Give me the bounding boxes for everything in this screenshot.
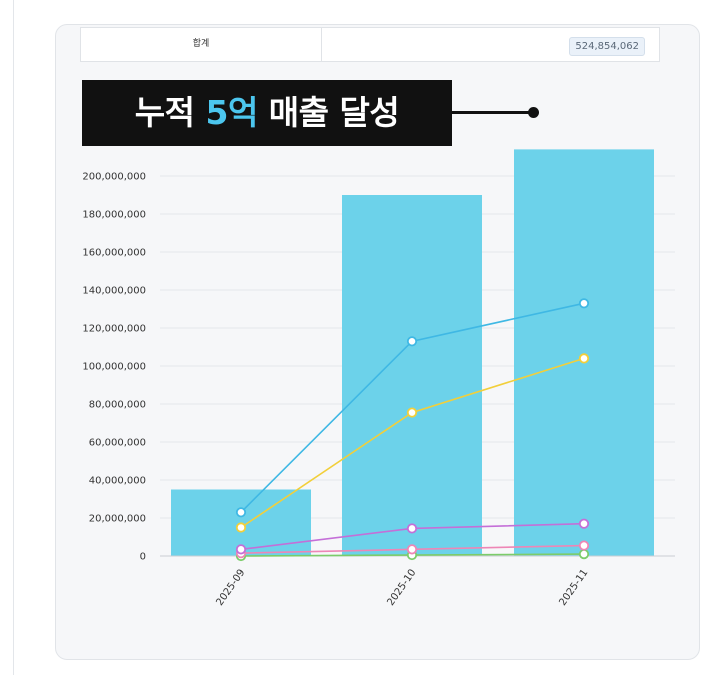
y-tick-label: 60,000,000 bbox=[89, 438, 146, 449]
headline-accent: 5억 bbox=[205, 93, 258, 132]
y-tick-label: 80,000,000 bbox=[89, 400, 146, 411]
total-label: 합계 bbox=[81, 28, 322, 61]
y-tick-label: 120,000,000 bbox=[82, 324, 146, 335]
series-point bbox=[406, 336, 418, 347]
series-point bbox=[578, 548, 590, 560]
series-point bbox=[578, 298, 590, 309]
x-tick-label: 2025-09 bbox=[214, 567, 247, 608]
total-value: 524,854,062 bbox=[569, 37, 645, 56]
series-point bbox=[235, 544, 247, 555]
left-divider bbox=[13, 0, 14, 675]
y-tick-label: 140,000,000 bbox=[82, 286, 146, 297]
y-tick-label: 160,000,000 bbox=[82, 248, 146, 259]
bar bbox=[514, 149, 654, 556]
y-tick-label: 200,000,000 bbox=[82, 172, 146, 183]
series-point bbox=[578, 518, 590, 529]
series-point bbox=[578, 540, 590, 551]
series-point bbox=[578, 353, 590, 364]
series-point bbox=[406, 523, 418, 534]
headline-banner: 누적 5억 매출 달성 bbox=[82, 80, 452, 146]
y-tick-label: 100,000,000 bbox=[82, 362, 146, 373]
y-tick-label: 180,000,000 bbox=[82, 210, 146, 221]
x-tick-label: 2025-10 bbox=[385, 567, 418, 608]
total-row: 합계 524,854,062 bbox=[80, 27, 660, 62]
y-tick-label: 0 bbox=[140, 552, 146, 563]
series-point bbox=[235, 522, 247, 533]
y-tick-label: 20,000,000 bbox=[89, 514, 146, 525]
y-tick-label: 40,000,000 bbox=[89, 476, 146, 487]
pointer-line bbox=[452, 111, 532, 114]
pointer-dot bbox=[528, 107, 539, 118]
series-point bbox=[406, 544, 418, 555]
bar bbox=[342, 195, 482, 556]
headline-text-2: 매출 달성 bbox=[257, 93, 400, 132]
headline-text-1: 누적 bbox=[134, 93, 206, 132]
series-point bbox=[406, 407, 418, 418]
series-point bbox=[235, 507, 247, 518]
x-tick-label: 2025-11 bbox=[557, 567, 590, 608]
